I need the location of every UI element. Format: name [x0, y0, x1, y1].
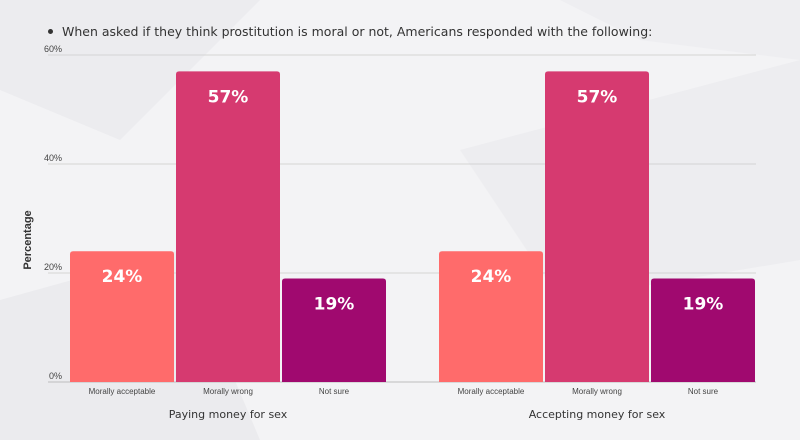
- x-tick-label: Morally acceptable: [458, 387, 525, 396]
- bar: [282, 278, 386, 382]
- y-tick-label: 20%: [44, 262, 62, 272]
- y-tick-label: 40%: [44, 153, 62, 163]
- x-tick-label: Not sure: [688, 387, 719, 396]
- x-tick-label: Not sure: [319, 387, 350, 396]
- bar-value-label: 19%: [314, 294, 355, 314]
- x-tick-label: Morally wrong: [203, 387, 253, 396]
- x-tick-label: Morally wrong: [572, 387, 622, 396]
- y-axis-label: Percentage: [22, 210, 34, 269]
- bar: [545, 71, 649, 382]
- y-tick-label: 0%: [49, 371, 62, 381]
- bar: [651, 278, 755, 382]
- bar: [439, 251, 543, 382]
- y-tick-label: 60%: [44, 44, 62, 54]
- bullet-icon: [48, 29, 53, 34]
- chart-headline: When asked if they think prostitution is…: [48, 24, 652, 39]
- bars: 24% 57% 19% 24% 57% 19%: [70, 71, 755, 382]
- bar-value-label: 19%: [683, 294, 724, 314]
- bar-value-label: 24%: [102, 267, 143, 287]
- x-tick-label: Morally acceptable: [89, 387, 156, 396]
- x-group-label: Accepting money for sex: [529, 408, 666, 421]
- x-axis: Morally acceptable Morally wrong Not sure P…: [89, 387, 719, 421]
- bar: [176, 71, 280, 382]
- bar-value-label: 24%: [471, 267, 512, 287]
- x-group-label: Paying money for sex: [169, 408, 288, 421]
- y-axis: 0% 20% 40% 60%: [44, 44, 62, 381]
- headline-text: When asked if they think prostitution is…: [62, 24, 653, 39]
- bar-value-label: 57%: [208, 87, 249, 107]
- bar-value-label: 57%: [577, 87, 618, 107]
- bar: [70, 251, 174, 382]
